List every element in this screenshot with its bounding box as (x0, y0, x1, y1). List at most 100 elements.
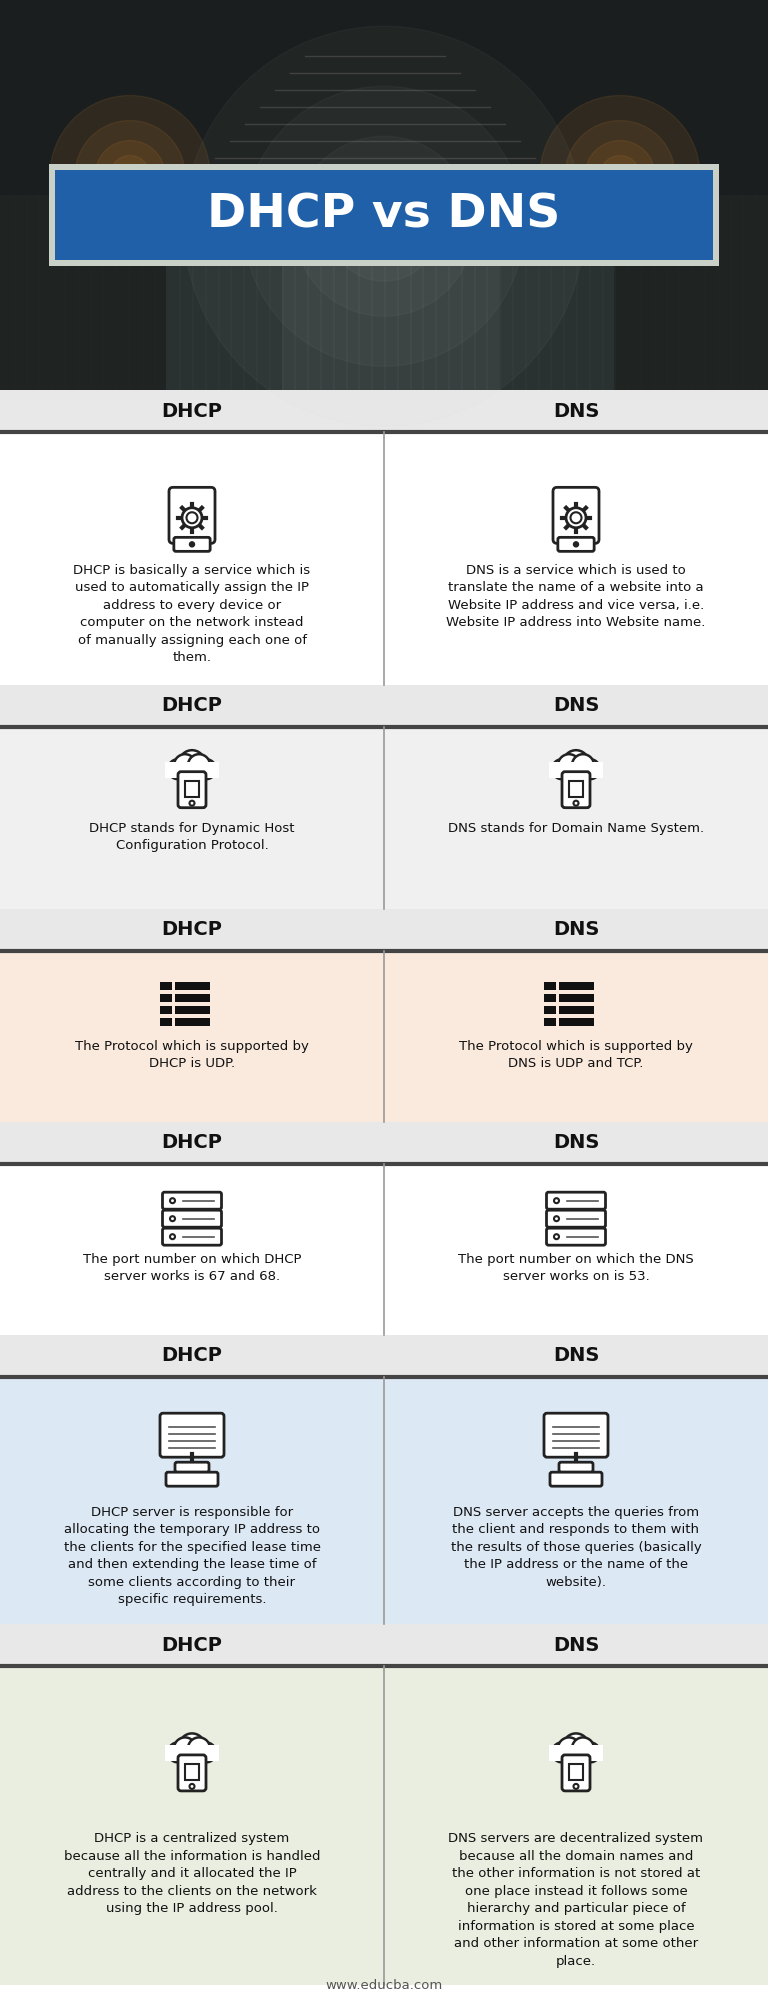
Circle shape (170, 1234, 175, 1240)
FancyBboxPatch shape (166, 1471, 218, 1485)
Bar (0, 1335, 768, 1377)
Bar (486, 195, 502, 390)
Circle shape (580, 760, 600, 780)
Bar (743, 195, 757, 390)
Text: The Protocol which is supported by
DNS is UDP and TCP.: The Protocol which is supported by DNS i… (459, 1039, 693, 1071)
Circle shape (558, 1737, 580, 1759)
Circle shape (168, 760, 188, 780)
Bar (576, 195, 591, 390)
FancyBboxPatch shape (550, 1471, 602, 1485)
Bar (0, 195, 15, 390)
Circle shape (196, 760, 216, 780)
Bar (38, 195, 53, 390)
Bar (256, 195, 271, 390)
FancyBboxPatch shape (185, 1765, 199, 1781)
Circle shape (552, 1743, 572, 1763)
FancyBboxPatch shape (163, 1210, 221, 1228)
Text: DNS: DNS (553, 921, 599, 939)
Bar (653, 195, 667, 390)
Bar (640, 195, 655, 390)
Bar (269, 195, 283, 390)
Bar (51, 195, 66, 390)
Bar (294, 195, 310, 390)
Bar (691, 195, 706, 390)
Bar (544, 1017, 555, 1025)
Bar (160, 1005, 171, 1013)
Bar (0, 1335, 768, 1624)
Circle shape (574, 543, 578, 547)
Circle shape (540, 96, 700, 255)
Bar (0, 909, 768, 1122)
Bar (174, 993, 210, 1001)
Bar (717, 195, 732, 390)
Bar (243, 195, 258, 390)
Text: DHCP server is responsible for
allocating the temporary IP address to
the client: DHCP server is responsible for allocatin… (64, 1505, 320, 1606)
Bar (307, 195, 322, 390)
Bar (174, 981, 210, 989)
Bar (384, 195, 399, 390)
Bar (558, 1005, 594, 1013)
Bar (0, 685, 768, 909)
FancyBboxPatch shape (569, 780, 583, 798)
Bar (205, 195, 220, 390)
FancyBboxPatch shape (169, 486, 215, 543)
Text: DHCP is a centralized system
because all the information is handled
centrally an: DHCP is a centralized system because all… (64, 1831, 320, 1916)
Bar (160, 993, 171, 1001)
Bar (409, 195, 425, 390)
Circle shape (585, 141, 655, 211)
Text: DNS: DNS (553, 697, 599, 716)
Text: The port number on which DHCP
server works is 67 and 68.: The port number on which DHCP server wor… (83, 1252, 301, 1284)
Bar (165, 1745, 219, 1761)
Bar (0, 1122, 768, 1335)
Circle shape (574, 1785, 578, 1789)
Circle shape (170, 1216, 175, 1222)
Circle shape (566, 509, 586, 529)
Bar (512, 195, 527, 390)
Bar (558, 993, 594, 1001)
Bar (397, 195, 412, 390)
Bar (0, 390, 768, 685)
FancyBboxPatch shape (547, 1210, 605, 1228)
Circle shape (600, 155, 640, 195)
FancyBboxPatch shape (55, 171, 713, 259)
Text: DHCP: DHCP (161, 1347, 223, 1365)
Circle shape (174, 754, 196, 776)
Text: DNS: DNS (553, 1636, 599, 1654)
Bar (704, 195, 719, 390)
Text: DHCP: DHCP (161, 697, 223, 716)
Bar (167, 195, 181, 390)
Bar (77, 195, 91, 390)
Bar (0, 0, 768, 390)
Circle shape (179, 750, 205, 776)
Circle shape (196, 1743, 216, 1763)
Bar (0, 390, 768, 432)
Circle shape (574, 800, 578, 806)
Bar (627, 195, 642, 390)
FancyBboxPatch shape (558, 537, 594, 551)
Bar (102, 195, 118, 390)
FancyBboxPatch shape (163, 1228, 221, 1244)
Text: DNS: DNS (553, 1347, 599, 1365)
Bar (549, 1745, 603, 1761)
Text: DHCP is basically a service which is
used to automatically assign the IP
address: DHCP is basically a service which is use… (74, 563, 310, 663)
Text: DHCP: DHCP (161, 921, 223, 939)
Circle shape (174, 1737, 196, 1759)
FancyBboxPatch shape (547, 1192, 605, 1210)
FancyBboxPatch shape (562, 1755, 590, 1791)
Circle shape (571, 513, 581, 523)
Circle shape (179, 1733, 205, 1759)
Bar (359, 195, 373, 390)
Bar (192, 195, 207, 390)
Bar (346, 195, 360, 390)
FancyBboxPatch shape (544, 1413, 608, 1457)
Circle shape (190, 1785, 194, 1789)
Text: DNS: DNS (553, 402, 599, 420)
Bar (115, 195, 130, 390)
Bar (448, 195, 463, 390)
Text: DHCP: DHCP (161, 1636, 223, 1654)
Text: The Protocol which is supported by
DHCP is UDP.: The Protocol which is supported by DHCP … (75, 1039, 309, 1071)
Bar (13, 195, 28, 390)
Bar (217, 195, 233, 390)
Bar (174, 1017, 210, 1025)
Text: DNS stands for Domain Name System.: DNS stands for Domain Name System. (448, 822, 704, 834)
